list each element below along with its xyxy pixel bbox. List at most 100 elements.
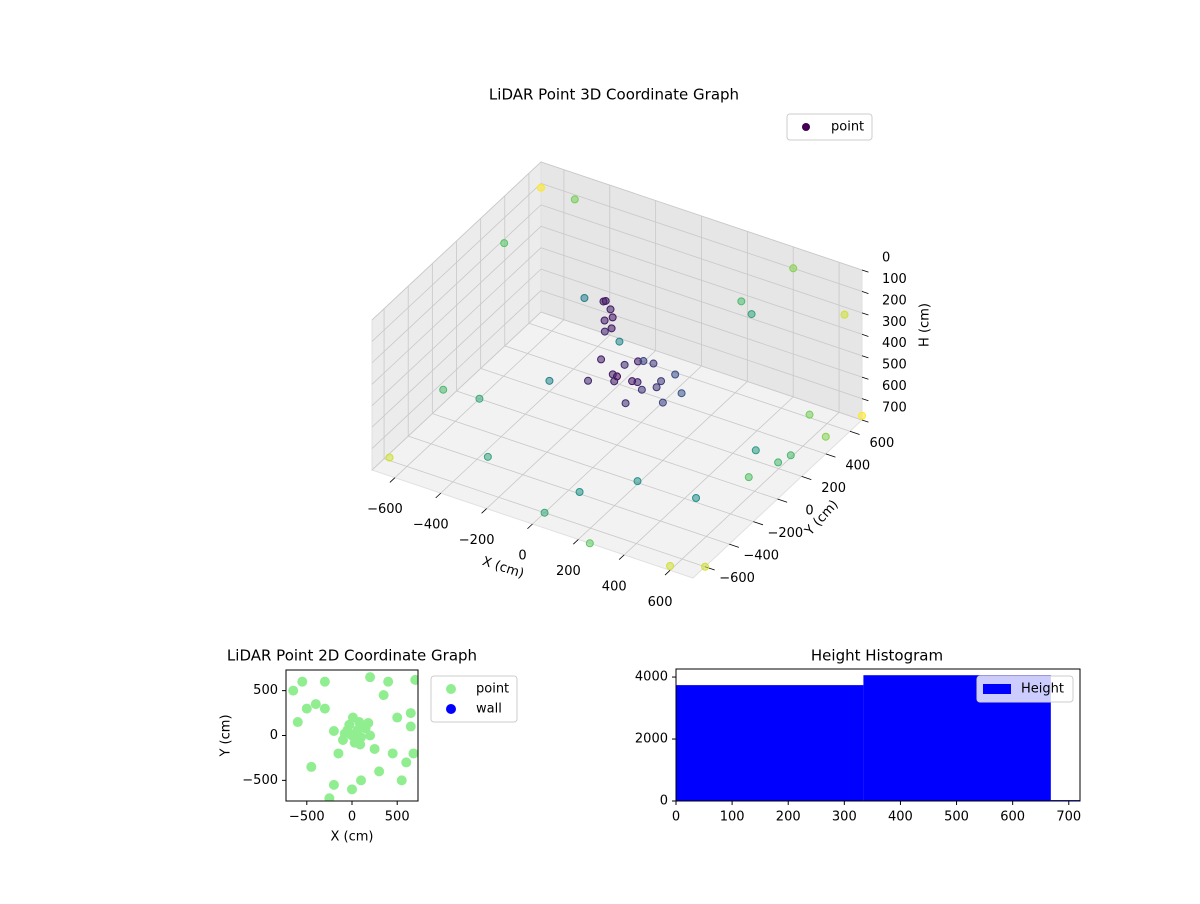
chart-title: Height Histogram: [811, 647, 943, 665]
point: [637, 385, 646, 394]
point: [401, 757, 412, 768]
point: [306, 761, 317, 772]
point: [352, 725, 363, 736]
point: [601, 296, 610, 305]
tick-mark: [527, 523, 533, 530]
point: [378, 690, 389, 701]
point: [786, 451, 795, 460]
grid-line: [371, 268, 542, 428]
tick-mark: [777, 498, 788, 503]
grid-line: [540, 268, 863, 378]
point: [297, 676, 308, 687]
x-tick-label: 400: [888, 810, 913, 825]
point: [324, 793, 335, 801]
point: [737, 297, 746, 306]
tick-mark: [861, 398, 869, 402]
point: [701, 562, 710, 571]
point: [821, 432, 830, 441]
point: [575, 488, 584, 496]
legend-marker: [446, 704, 456, 714]
point: [339, 728, 350, 739]
grid-line: [371, 247, 542, 407]
point: [500, 239, 509, 248]
tick-mark: [389, 477, 396, 483]
grid-line: [371, 183, 542, 342]
tick-mark: [618, 554, 625, 560]
grid-line: [371, 311, 542, 471]
y-tick-label: 500: [253, 683, 278, 698]
x-tick-label: 200: [556, 564, 581, 579]
point: [365, 672, 376, 683]
tick-mark: [861, 291, 869, 294]
point: [744, 473, 753, 482]
tick-mark: [861, 355, 869, 359]
point: [658, 398, 667, 407]
point: [610, 377, 619, 386]
grid-line: [456, 390, 778, 500]
y-tick-label: 2000: [635, 732, 668, 747]
point: [301, 703, 312, 714]
point: [840, 310, 849, 319]
legend-label: point: [476, 682, 509, 697]
point: [620, 360, 629, 369]
y-tick-label: 0: [270, 728, 278, 743]
point: [652, 383, 661, 392]
plot-area: [288, 672, 418, 801]
y-tick-label: −600: [719, 571, 755, 586]
grid-line: [540, 225, 863, 335]
tick-mark: [825, 453, 836, 458]
point: [584, 376, 593, 385]
point: [383, 676, 394, 687]
legend-box: [976, 675, 1074, 703]
grid-line: [540, 204, 863, 314]
x-tick-label: −200: [459, 533, 495, 548]
point: [639, 357, 648, 366]
x-tick-label: 600: [648, 595, 673, 610]
point: [789, 264, 798, 273]
y-tick-label: 0: [805, 504, 813, 519]
point: [405, 721, 416, 732]
x-axis-label: X (cm): [331, 830, 374, 845]
point: [608, 370, 617, 379]
grid-line: [371, 161, 542, 321]
chart-title: LiDAR Point 2D Coordinate Graph: [227, 647, 477, 665]
tick-mark: [861, 376, 869, 380]
point: [657, 377, 666, 386]
bar: [676, 685, 864, 801]
point: [805, 410, 814, 419]
point: [356, 775, 367, 786]
point: [365, 730, 376, 741]
x-tick-label: 300: [832, 810, 857, 825]
y-tick-label: 200: [821, 481, 846, 496]
x-tick-label: 500: [385, 810, 410, 825]
grid-line: [528, 322, 851, 432]
point: [410, 674, 418, 685]
x-tick-label: −400: [413, 518, 449, 533]
axes-frame: [675, 668, 1081, 802]
x-tick-label: 100: [720, 810, 745, 825]
y-tick-label: 4000: [635, 670, 668, 685]
point: [347, 784, 357, 795]
x-tick-label: −600: [367, 502, 403, 517]
z-tick-label: 300: [882, 315, 907, 330]
x-tick-label: −500: [289, 810, 325, 825]
x-tick-label: 0: [518, 549, 526, 564]
tick-mark: [664, 569, 671, 576]
point: [570, 195, 579, 204]
grid-line: [540, 311, 863, 421]
point: [751, 446, 760, 455]
y-axis-label: Y (cm): [219, 714, 234, 757]
point: [439, 385, 448, 394]
plot-area: [676, 675, 1080, 801]
x-tick-label: 600: [1000, 810, 1025, 825]
point: [392, 712, 403, 723]
grid-line: [371, 204, 542, 364]
y-tick-label: 600: [870, 436, 895, 451]
legend-label: Height: [1021, 682, 1064, 697]
y-tick-label: 0: [660, 794, 668, 809]
point: [600, 327, 609, 336]
tick-mark: [481, 508, 487, 514]
point: [408, 748, 418, 759]
point: [355, 739, 366, 750]
